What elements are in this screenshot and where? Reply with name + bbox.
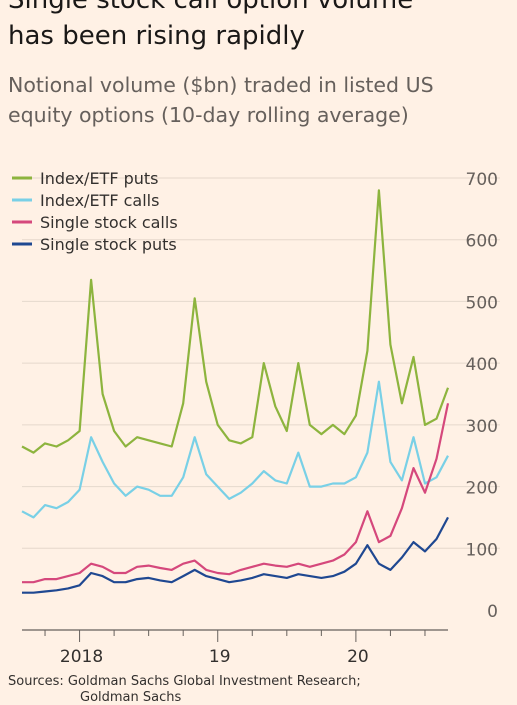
chart-subtitle-line-2: equity options (10-day rolling average) [8,103,409,127]
legend-label-1: Index/ETF calls [40,191,159,210]
y-tick-label-100: 100 [466,540,498,560]
chart-subtitle-line-1: Notional volume ($bn) traded in listed U… [8,73,434,97]
series-line-3 [22,516,449,594]
y-tick-label-500: 500 [466,293,498,313]
chart-title: Single stock call option volume has been… [8,0,513,54]
series-lines [21,189,450,594]
legend-label-2: Single stock calls [40,213,178,232]
chart-subtitle: Notional volume ($bn) traded in listed U… [8,70,513,130]
gridlines [22,177,500,549]
y-tick-label-600: 600 [466,232,498,252]
source-note: Sources: Goldman Sachs Global Investment… [8,674,361,689]
chart-title-line-2: has been rising rapidly [8,21,305,51]
x-tick-label-2018: 2018 [60,647,103,667]
y-tick-label-400: 400 [466,355,498,375]
series-line-2 [22,403,450,584]
y-tick-label-300: 300 [466,417,498,437]
series-line-0 [21,189,450,454]
chart-title-line-1: Single stock call option volume [8,0,414,15]
x-tick-label-19: 19 [209,647,231,667]
y-tick-label-700: 700 [466,170,498,190]
legend-label-3: Single stock puts [40,235,177,254]
x-tick-label-20: 20 [347,647,369,667]
axes: 0 100 200 300 400 500 600 700 2018 19 20 [22,170,498,667]
source-note-continued: Goldman Sachs [80,690,182,705]
legend: Index/ETF puts Index/ETF calls Single stoc… [12,169,178,254]
series-line-1 [21,380,449,519]
line-chart: 0 100 200 300 400 500 600 700 2018 19 20 Index/ETF… [12,169,500,667]
y-tick-label-200: 200 [466,479,498,499]
y-tick-label-0: 0 [487,602,498,622]
legend-label-0: Index/ETF puts [40,169,159,188]
